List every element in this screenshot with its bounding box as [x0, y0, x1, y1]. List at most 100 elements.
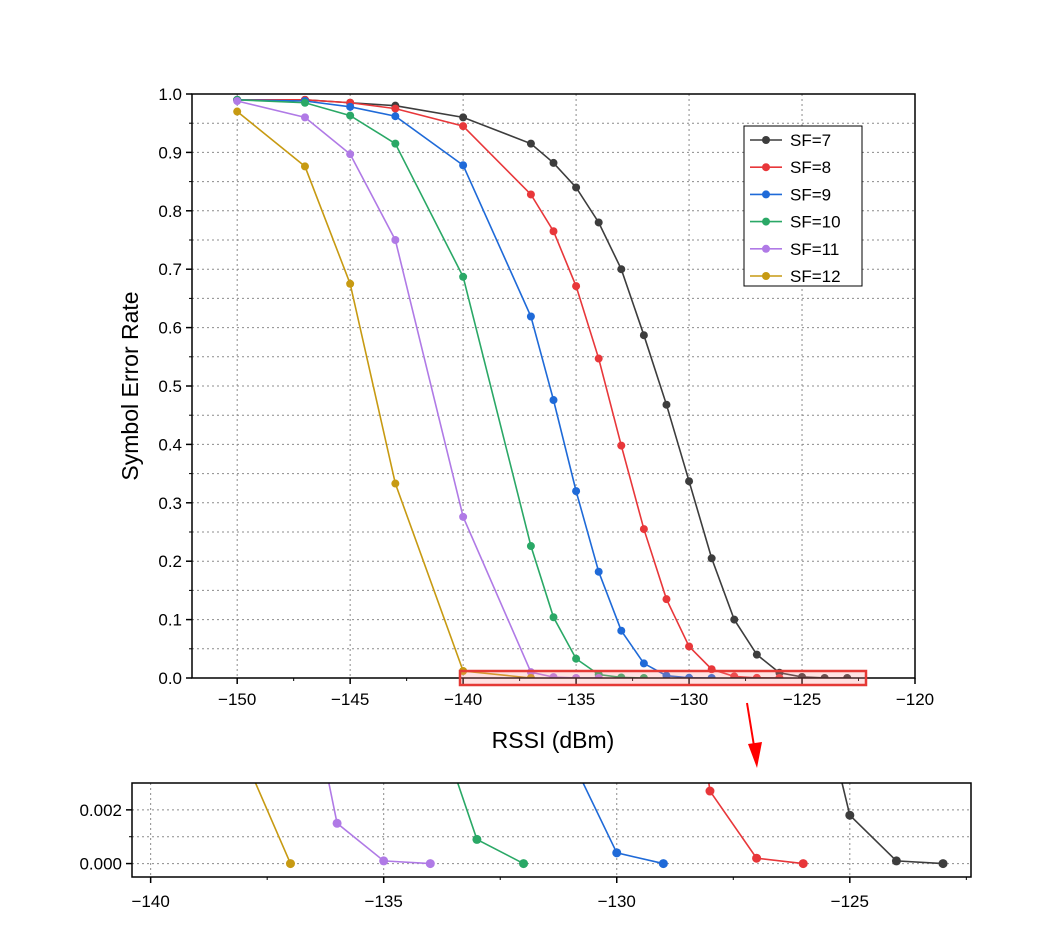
legend-label-sf8: SF=8 — [790, 158, 831, 177]
data-point-sf11 — [572, 673, 581, 678]
data-point-sf9 — [617, 626, 626, 635]
x-tick-label: −135 — [557, 690, 595, 709]
series-line-sf12 — [236, 110, 531, 678]
legend-marker-sf8 — [762, 163, 770, 172]
data-point-sf7 — [845, 810, 855, 820]
data-point-sf10 — [459, 272, 468, 281]
legend-label-sf12: SF=12 — [790, 267, 841, 286]
data-point-sf12 — [391, 479, 400, 488]
series-line-sf11 — [328, 783, 431, 865]
data-point-sf12 — [233, 107, 242, 116]
data-point-sf8 — [798, 859, 808, 869]
data-point-sf7 — [572, 183, 581, 192]
data-point-sf8 — [752, 853, 762, 863]
legend-label-sf10: SF=10 — [790, 213, 841, 232]
x-tick-label: −140 — [131, 892, 169, 911]
data-point-sf8 — [572, 282, 581, 291]
data-point-sf12 — [300, 162, 309, 171]
data-point-sf11 — [379, 856, 389, 866]
data-point-sf9 — [612, 848, 622, 858]
data-point-sf7 — [594, 218, 603, 227]
data-point-sf7 — [752, 650, 761, 659]
data-point-sf8 — [775, 674, 784, 678]
x-tick-label: −150 — [218, 690, 256, 709]
legend-marker-sf11 — [762, 244, 770, 253]
data-point-sf8 — [639, 525, 648, 534]
data-point-sf10 — [472, 834, 482, 844]
y-tick-label: 0.000 — [79, 855, 122, 874]
data-point-sf9 — [519, 188, 528, 197]
data-point-sf10 — [519, 859, 529, 869]
x-tick-label: −130 — [670, 690, 708, 709]
x-tick-label: −140 — [444, 690, 482, 709]
data-point-sf11 — [391, 236, 400, 244]
y-axis-title: Symbol Error Rate — [117, 291, 143, 480]
y-tick-label: 0.1 — [158, 611, 182, 630]
data-point-sf11 — [346, 150, 355, 159]
data-point-sf7 — [799, 617, 808, 626]
data-point-sf7 — [798, 672, 807, 678]
y-tick-label: 0.8 — [158, 202, 182, 221]
data-point-sf9 — [391, 112, 400, 121]
y-tick-label: 0.002 — [79, 801, 122, 820]
data-point-sf10 — [617, 673, 626, 678]
data-point-sf7 — [639, 331, 648, 340]
data-point-sf11 — [425, 859, 435, 869]
data-point-sf9 — [658, 859, 668, 869]
data-point-sf7 — [549, 158, 558, 167]
y-tick-label: 1.0 — [158, 85, 182, 104]
data-point-sf11 — [549, 673, 558, 678]
data-point-sf12 — [526, 674, 535, 678]
y-tick-label: 0.4 — [158, 435, 182, 454]
inset-gridlines — [132, 783, 971, 877]
data-point-sf9 — [662, 671, 671, 678]
zoom-region-highlight — [458, 669, 868, 687]
series-line-sf8 — [237, 99, 780, 678]
data-point-sf7 — [459, 113, 468, 122]
data-point-sf8 — [662, 595, 671, 604]
legend-label-sf11: SF=11 — [790, 240, 839, 259]
y-tick-label: 0.2 — [158, 552, 182, 571]
inset-series-group — [254, 188, 948, 869]
data-point-sf12 — [346, 279, 355, 288]
data-point-sf9 — [572, 487, 581, 496]
legend-label-sf9: SF=9 — [790, 185, 831, 204]
series-line-sf10 — [456, 783, 524, 865]
data-point-sf8 — [659, 456, 668, 465]
data-point-sf11 — [233, 97, 242, 106]
y-tick-label: 0.7 — [158, 260, 182, 279]
data-point-sf10 — [346, 111, 355, 120]
data-point-sf10 — [639, 674, 648, 678]
data-point-sf8 — [459, 122, 468, 131]
data-point-sf8 — [705, 786, 715, 796]
inset-axis-ticks: −140 −135 −130 −125 0.000 0.002 — [79, 801, 967, 911]
series-line-sf10 — [237, 99, 644, 678]
inset-plot-frame — [131, 782, 972, 878]
main-axis-ticks: −150 −145 −140 −135 −130 −125 −120 0.0 0.1 0.2 0.3… — [158, 85, 934, 709]
series-line-sf7 — [237, 99, 848, 678]
data-point-sf9 — [526, 312, 535, 321]
data-point-sf9 — [459, 161, 468, 170]
data-point-sf12 — [285, 859, 295, 869]
data-point-sf9 — [707, 674, 716, 678]
data-point-sf9 — [346, 102, 355, 111]
data-point-sf7 — [526, 139, 535, 148]
data-point-sf11 — [300, 113, 309, 122]
data-point-sf8 — [617, 441, 626, 450]
data-point-sf10 — [391, 139, 400, 148]
legend-marker-sf9 — [762, 190, 770, 199]
data-point-sf7 — [707, 554, 716, 563]
data-point-sf8 — [391, 104, 400, 113]
data-point-sf10 — [526, 542, 535, 551]
data-point-sf10 — [549, 613, 558, 622]
x-tick-label: −120 — [896, 690, 934, 709]
data-point-sf7 — [891, 856, 901, 866]
data-point-sf8 — [685, 642, 694, 651]
zoom-arrow-head — [748, 742, 762, 768]
data-point-sf8 — [730, 672, 739, 678]
data-point-sf7 — [685, 477, 694, 486]
data-point-sf7 — [843, 674, 852, 678]
data-point-sf7 — [662, 400, 671, 409]
data-point-sf7 — [820, 673, 829, 678]
